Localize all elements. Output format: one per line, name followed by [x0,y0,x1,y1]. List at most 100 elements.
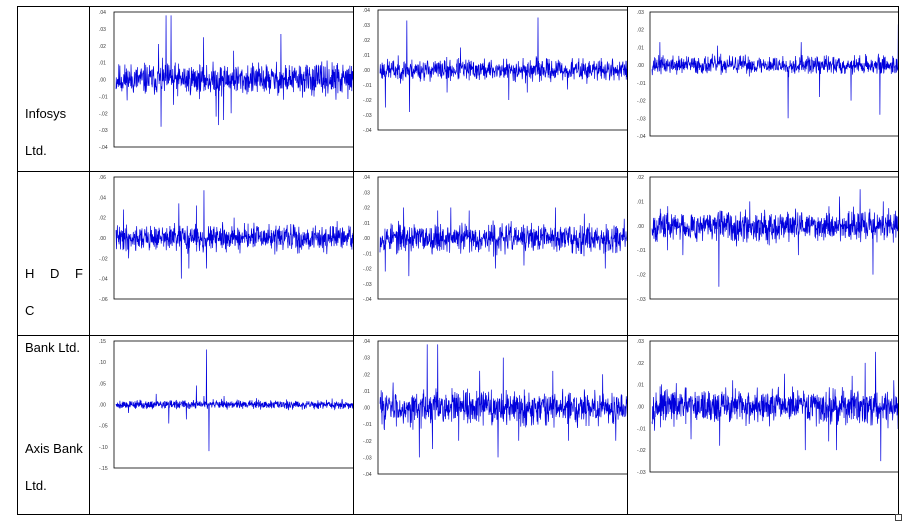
chart-svg: .15 .10 .05 .00 -.05 -.10 -.15 [99,339,353,472]
y-tick-label: -.01 [637,426,646,432]
returns-series-line [115,349,353,452]
y-tick-label: -.03 [363,113,372,119]
row-infosys: Infosys Ltd. .04 .03 .02 .01 .00 -.01 -.02 -.03… [17,6,899,172]
chart-svg: .04 .03 .02 .01 .00 -.01 -.02 -.03 -.04 [99,10,353,151]
y-tick-label: -.15 [99,466,108,472]
y-tick-label: .02 [637,28,644,34]
y-tick-label: .03 [363,23,370,29]
y-tick-label: .00 [637,405,644,411]
y-tick-label: .01 [363,221,370,227]
returns-series-line [651,189,898,287]
y-tick-label: .03 [363,356,370,362]
y-tick-label: -.02 [363,267,372,273]
y-tick-label: -.02 [363,439,372,445]
y-tick-label: -.01 [363,83,372,89]
row-label-line: H D F C [25,266,89,318]
row-label-cell: H D F C Bank Ltd. [17,171,90,355]
y-tick-label: -.02 [363,98,372,104]
chart-cell: .04 .03 .02 .01 .00 -.01 -.02 -.03 -.04 [353,6,628,172]
y-tick-label: .01 [637,383,644,389]
y-tick-label: .01 [637,199,644,205]
chart-svg: .04 .03 .02 .01 .00 -.01 -.02 -.03 -.04 [363,175,627,303]
row-label: Axis Bank Ltd. [25,430,83,504]
chart-cell: .04 .03 .02 .01 .00 -.01 -.02 -.03 -.04 [353,335,628,515]
y-tick-label: -.02 [637,99,646,105]
chart-svg: .04 .03 .02 .01 .00 -.01 -.02 -.03 -.04 [363,339,627,478]
y-tick-label: -.02 [637,448,646,454]
y-tick-label: .00 [637,224,644,230]
chart-svg: .02 .01 .00 -.01 -.02 -.03 [637,175,898,303]
chart-cell: .04 .03 .02 .01 .00 -.01 -.02 -.03 -.04 [89,6,354,172]
y-tick-label: -.04 [363,128,372,134]
y-tick-label: .00 [363,236,370,242]
chart-svg: .04 .03 .02 .01 .00 -.01 -.02 -.03 -.04 [363,8,627,134]
chart-cell: .06 .04 .02 .00 -.02 -.04 -.06 [89,171,354,336]
row-label-cell: Infosys Ltd. [17,6,90,172]
returns-series-line [651,24,898,119]
row-label-cell: Axis Bank Ltd. [17,335,90,515]
y-tick-label: -.03 [637,116,646,122]
chart-svg: .03 .02 .01 .00 -.01 -.02 -.03 [637,339,898,476]
returns-series-line [651,351,898,462]
chart-svg: .03 .02 .01 .00 -.01 -.02 -.03 -.04 [637,10,898,140]
returns-series-line [379,17,627,113]
y-tick-label: .04 [99,195,106,201]
chart-cell: .03 .02 .01 .00 -.01 -.02 -.03 [627,335,899,515]
y-tick-label: .03 [637,339,644,345]
y-tick-label: -.03 [637,297,646,303]
y-tick-label: .01 [363,389,370,395]
y-tick-label: .02 [99,44,106,50]
chart-cell: .02 .01 .00 -.01 -.02 -.03 [627,171,899,336]
y-tick-label: -.10 [99,445,108,451]
row-label-line: Ltd. [25,143,47,158]
table-resize-handle[interactable] [895,514,902,521]
row-axis: Axis Bank Ltd. .15.10.05.00 -.05 -.10 -.15 … [17,335,899,515]
y-tick-label: .10 [99,360,106,366]
chart-cell: .04 .03 .02 .01 .00 -.01 -.02 -.03 -.04 [353,171,628,336]
row-label-line: Infosys [25,106,67,121]
y-tick-label: .04 [99,10,106,16]
y-tick-label: .00 [99,236,106,242]
y-tick-label: .04 [363,339,370,345]
row-label: Infosys Ltd. [25,95,66,169]
y-tick-label: .01 [363,53,370,59]
y-tick-label: -.03 [99,128,108,134]
y-tick-label: .00 [363,68,370,74]
returns-series-line [379,207,627,277]
returns-series-line [115,190,353,279]
y-tick-label: -.05 [99,424,108,430]
y-tick-label: -.02 [99,111,108,117]
y-tick-label: .03 [637,10,644,16]
y-tick-label: .02 [99,216,106,222]
chart-cell: .15 .10 .05 .00 -.05 -.10 -.15 [89,335,354,515]
y-tick-label: -.04 [363,472,372,478]
y-tick-label: -.02 [99,256,108,262]
y-tick-label: .00 [99,78,106,84]
row-label-line: Ltd. [25,478,47,493]
plot-frame [649,11,898,137]
y-tick-label: .02 [363,206,370,212]
y-tick-label: -.04 [637,134,646,140]
y-tick-label: -.03 [363,455,372,461]
y-tick-label: -.03 [637,470,646,476]
row-hdfc: H D F C Bank Ltd. .06 .04 .02 .00 -.02 -.04 -.… [17,171,899,355]
y-tick-label: -.04 [99,145,108,151]
y-tick-label: .02 [363,372,370,378]
y-tick-label: -.01 [363,251,372,257]
chart-grid-table: Infosys Ltd. .04 .03 .02 .01 .00 -.01 -.02 -.03… [17,6,899,515]
y-tick-label: .01 [99,61,106,67]
row-label-line: Axis Bank [25,441,83,456]
y-tick-label: .15 [99,339,106,345]
y-tick-label: .00 [363,406,370,412]
y-tick-label: -.04 [99,277,108,283]
y-tick-label: .04 [363,175,370,181]
y-tick-label: .04 [363,8,370,14]
y-tick-label: -.04 [363,297,372,303]
y-tick-label: -.06 [99,297,108,303]
y-tick-label: .02 [637,361,644,367]
returns-series-line [379,344,627,458]
y-tick-label: -.01 [363,422,372,428]
y-tick-label: .03 [363,190,370,196]
chart-svg: .06 .04 .02 .00 -.02 -.04 -.06 [99,175,353,303]
y-tick-label: .06 [99,175,106,181]
